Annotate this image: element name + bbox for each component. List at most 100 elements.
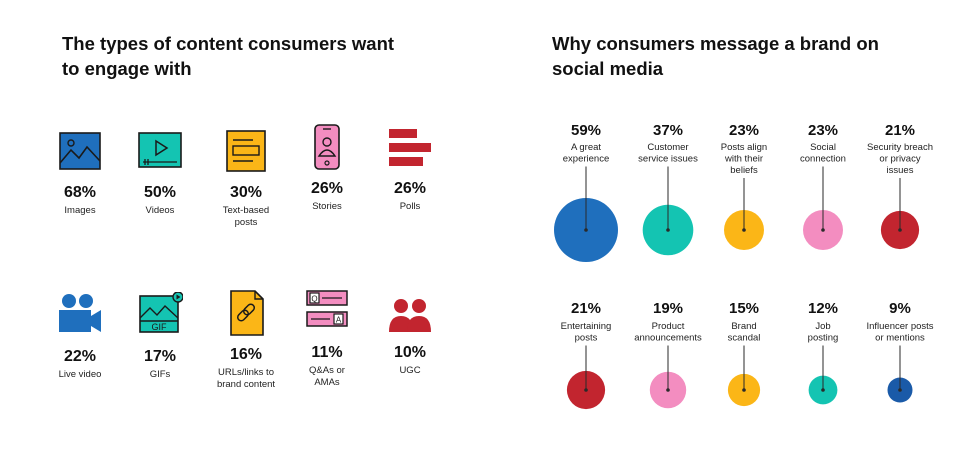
left-section-title: The types of content consumers want to e…	[62, 31, 422, 81]
content-type-label: Q&As or AMAs	[309, 365, 345, 388]
bubble-category-label: service issues	[638, 154, 698, 165]
bubble-value-label: 21%	[885, 122, 915, 139]
content-type-label: GIFs	[149, 369, 171, 380]
live-video-icon	[57, 292, 103, 338]
bubble-category-label: Security breach	[867, 142, 933, 153]
bubble-value-label: 23%	[729, 122, 759, 139]
content-type-pct: 68%	[63, 184, 97, 201]
bubble-value-label: 12%	[808, 300, 838, 317]
content-type-label: Live video	[58, 369, 102, 380]
svg-text:Q: Q	[311, 295, 317, 304]
svg-text:GIF: GIF	[152, 322, 168, 332]
bubble-value-label: 23%	[808, 122, 838, 139]
video-icon	[137, 128, 183, 174]
bubble-center-dot	[584, 388, 588, 392]
content-type-pct: 10%	[393, 344, 427, 361]
content-type-gifs: GIF 17% GIFs	[114, 292, 206, 381]
bubble-center-dot	[666, 228, 670, 232]
bubble-category-label: announcements	[634, 333, 702, 344]
ugc-users-icon	[387, 288, 433, 334]
bubble-value-label: 19%	[653, 300, 683, 317]
bubble-category-label: Product	[652, 321, 685, 332]
bubble-category-label: Entertaining	[561, 321, 612, 332]
content-type-pct: 11%	[311, 344, 343, 361]
bubble-category-label: Job	[815, 321, 830, 332]
link-document-icon	[223, 290, 269, 336]
bubble-category-label: Social	[810, 142, 836, 153]
bubble-value-label: 37%	[653, 122, 683, 139]
bubble-value-label: 21%	[571, 300, 601, 317]
bubble-center-dot	[742, 228, 746, 232]
left-title-line-1: The types of content consumers want	[62, 33, 395, 54]
bubble-value-label: 15%	[729, 300, 759, 317]
bubble-center-dot	[666, 388, 670, 392]
content-type-pct: 16%	[229, 346, 263, 363]
bubble-category-label: or privacy	[879, 154, 920, 165]
gif-icon: GIF	[137, 292, 183, 338]
content-type-pct: 26%	[393, 180, 427, 197]
content-type-label: Images	[64, 205, 96, 216]
content-type-label: URLs/links to brand content	[216, 367, 276, 390]
content-type-label: Text-based posts	[222, 205, 270, 228]
content-type-label: Videos	[145, 205, 175, 216]
content-type-images: 68% Images	[34, 128, 126, 217]
content-type-live-video: 22% Live video	[34, 292, 126, 381]
bubble-category-label: scandal	[728, 333, 761, 344]
bubble-category-label: with their	[724, 154, 763, 165]
content-type-videos: 50% Videos	[114, 128, 206, 217]
content-type-polls: 26% Polls	[364, 124, 456, 213]
bubble-category-label: posting	[808, 333, 839, 344]
content-type-urls: 16% URLs/links to brand content	[200, 290, 292, 391]
image-icon	[57, 128, 103, 174]
bubble-value-label: 9%	[889, 300, 911, 317]
bubble-category-label: A great	[571, 142, 601, 153]
left-title-line-2: to engage with	[62, 58, 192, 79]
stories-phone-icon	[304, 124, 350, 170]
bubble-category-label: Influencer posts	[866, 321, 933, 332]
right-section-title: Why consumers message a brand on social …	[552, 31, 912, 81]
bubble-center-dot	[584, 228, 588, 232]
bubble-center-dot	[821, 388, 825, 392]
bubble-category-label: posts	[575, 333, 598, 344]
right-title-line-2: social media	[552, 58, 664, 79]
content-type-stories: 26% Stories	[281, 124, 373, 213]
bubble-center-dot	[898, 228, 902, 232]
content-type-label: Polls	[399, 201, 421, 212]
bubble-category-label: beliefs	[730, 165, 758, 176]
content-type-label: Stories	[312, 201, 342, 212]
content-type-pct: 26%	[310, 180, 344, 197]
bubble-center-dot	[821, 228, 825, 232]
bubble-category-label: Customer	[647, 142, 688, 153]
bubble-value-label: 59%	[571, 122, 601, 139]
poll-icon	[387, 124, 433, 170]
bubble-category-label: Posts align	[721, 142, 767, 153]
content-type-text-posts: 30% Text-based posts	[200, 128, 292, 229]
content-type-label: UGC	[399, 365, 421, 376]
bubble-center-dot	[898, 388, 902, 392]
bubble-category-label: or mentions	[875, 333, 925, 344]
content-type-ugc: 10% UGC	[364, 288, 456, 377]
content-type-pct: 17%	[143, 348, 177, 365]
bubble-category-label: issues	[887, 165, 914, 176]
bubble-center-dot	[742, 388, 746, 392]
content-type-pct: 22%	[63, 348, 97, 365]
content-type-pct: 30%	[229, 184, 263, 201]
bubble-category-label: experience	[563, 154, 609, 165]
right-title-line-1: Why consumers message a brand on	[552, 33, 879, 54]
text-post-icon	[223, 128, 269, 174]
bubble-category-label: connection	[800, 154, 846, 165]
bubble-category-label: Brand	[731, 321, 756, 332]
